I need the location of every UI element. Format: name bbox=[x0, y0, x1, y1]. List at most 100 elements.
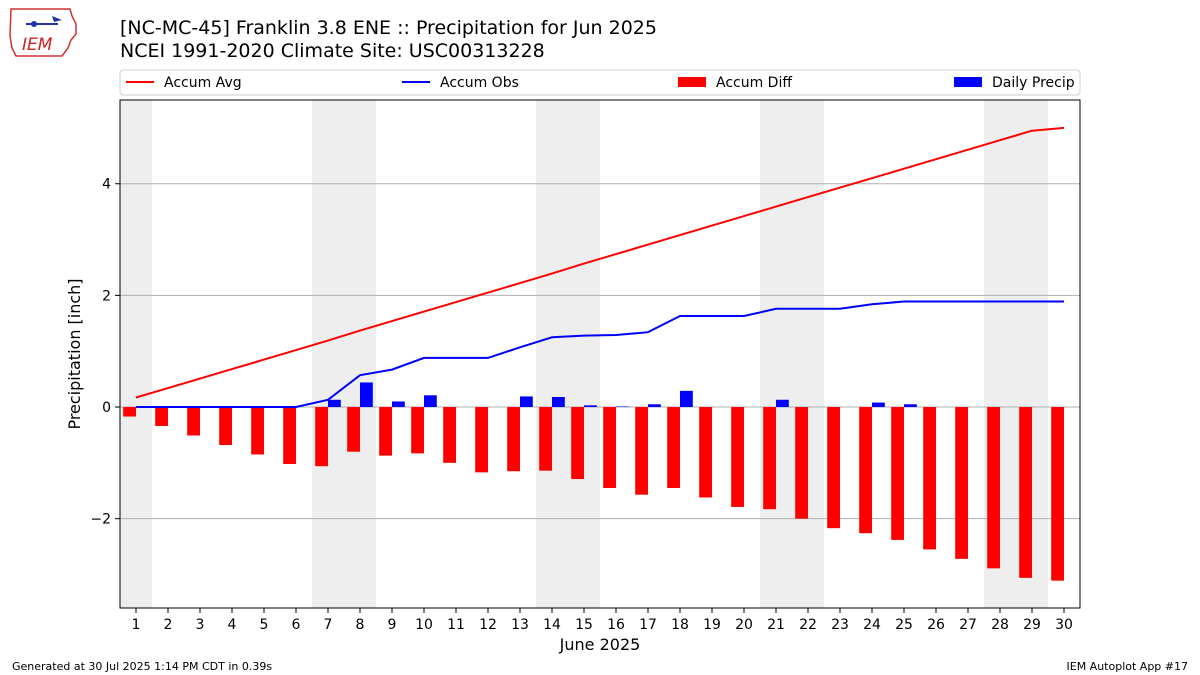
accum-diff-bar bbox=[699, 407, 712, 498]
daily-precip-bar bbox=[616, 406, 629, 408]
accum-diff-bar bbox=[955, 407, 968, 559]
accum-avg-line bbox=[135, 126, 1065, 399]
x-tick-label: 5 bbox=[260, 617, 269, 633]
x-tick-label: 17 bbox=[639, 617, 657, 633]
x-tick-label: 16 bbox=[607, 617, 625, 633]
x-tick-label: 20 bbox=[735, 617, 753, 633]
daily-precip-bar bbox=[552, 396, 565, 408]
x-axis-label: June 2025 bbox=[559, 635, 641, 654]
legend-label: Daily Precip bbox=[992, 75, 1075, 91]
daily-precip-bar bbox=[392, 401, 405, 408]
accum-diff-bar bbox=[603, 407, 616, 488]
x-tick-label: 13 bbox=[511, 617, 529, 633]
daily-precip-bar bbox=[872, 402, 885, 408]
daily-precip-bar bbox=[328, 399, 341, 408]
accum-diff-bar bbox=[987, 407, 1000, 569]
weekend-band-15 bbox=[568, 100, 600, 608]
weekend-band-14 bbox=[536, 100, 568, 608]
accum-diff-bar bbox=[443, 407, 456, 463]
accum-diff-bar bbox=[859, 407, 872, 534]
accum-diff-bar bbox=[315, 407, 328, 467]
y-axis-label: Precipitation [inch] bbox=[65, 278, 84, 429]
legend-label: Accum Diff bbox=[716, 75, 792, 91]
y-tick-label: 4 bbox=[102, 177, 111, 193]
weekend-band-22 bbox=[792, 100, 824, 608]
x-tick-label: 26 bbox=[927, 617, 945, 633]
x-tick-label: 18 bbox=[671, 617, 689, 633]
weekend-band-1 bbox=[120, 100, 152, 608]
accum-diff-bar bbox=[1019, 407, 1032, 578]
x-tick-label: 21 bbox=[767, 617, 785, 633]
y-tick-label: 0 bbox=[102, 400, 111, 416]
accum-diff-bar bbox=[155, 407, 168, 427]
accum-diff-bar bbox=[763, 407, 776, 510]
legend-label: Accum Obs bbox=[440, 75, 519, 91]
weekend-band-7 bbox=[312, 100, 344, 608]
x-tick-label: 30 bbox=[1055, 617, 1073, 633]
legend: Accum Avg Accum Obs Accum Diff Daily Precip bbox=[119, 69, 1081, 96]
daily-precip-bar bbox=[520, 396, 533, 408]
generated-timestamp: Generated at 30 Jul 2025 1:14 PM CDT in … bbox=[12, 660, 273, 673]
accum-diff-bar bbox=[347, 407, 360, 452]
daily-precip-bar bbox=[584, 405, 597, 408]
y-axis: −2 0 2 4 bbox=[90, 177, 120, 528]
accum-diff-bar bbox=[891, 407, 904, 540]
x-tick-label: 14 bbox=[543, 617, 561, 633]
daily-precip-bar bbox=[648, 404, 661, 408]
accum-diff-bar bbox=[635, 407, 648, 495]
app-credit: IEM Autoplot App #17 bbox=[1066, 660, 1189, 673]
accum-diff-bar bbox=[731, 407, 744, 507]
weekend-bands bbox=[120, 100, 1048, 608]
accum-diff-bar bbox=[571, 407, 584, 480]
x-tick-label: 1 bbox=[132, 617, 141, 633]
daily-precip-bar bbox=[776, 399, 789, 408]
x-tick-label: 25 bbox=[895, 617, 913, 633]
legend-swatch-2 bbox=[678, 77, 706, 87]
daily-precip-bar bbox=[680, 390, 693, 408]
x-tick-label: 6 bbox=[292, 617, 301, 633]
x-tick-label: 19 bbox=[703, 617, 721, 633]
accum-obs-line bbox=[136, 300, 1064, 408]
x-tick-label: 4 bbox=[228, 617, 237, 633]
y-tick-label: −2 bbox=[90, 512, 111, 528]
x-tick-label: 28 bbox=[991, 617, 1009, 633]
accum-diff-bar bbox=[379, 407, 392, 456]
chart-subtitle: NCEI 1991-2020 Climate Site: USC00313228 bbox=[120, 40, 545, 62]
y-tick-label: 2 bbox=[102, 288, 111, 304]
x-axis: 1 2 3 4 5 6 7 8 9 10 11 12 13 14 15 16 17 18 19 20 21 22 23 24 2… bbox=[132, 608, 1073, 633]
x-tick-label: 29 bbox=[1023, 617, 1041, 633]
x-tick-label: 11 bbox=[447, 617, 465, 633]
plot-frame bbox=[119, 99, 1081, 609]
bars-layer bbox=[123, 382, 1064, 581]
lines-layer bbox=[135, 126, 1065, 408]
x-tick-label: 24 bbox=[863, 617, 881, 633]
accum-diff-bar bbox=[411, 407, 424, 454]
accum-diff-bar bbox=[475, 407, 488, 473]
accum-diff-bar bbox=[795, 407, 808, 519]
x-tick-label: 2 bbox=[164, 617, 173, 633]
accum-diff-bar bbox=[539, 407, 552, 471]
daily-precip-bar bbox=[424, 395, 437, 408]
daily-precip-bar bbox=[904, 404, 917, 408]
accum-diff-bar bbox=[251, 407, 264, 455]
x-tick-label: 12 bbox=[479, 617, 497, 633]
accum-diff-bar bbox=[283, 407, 296, 464]
legend-swatch-3 bbox=[954, 77, 982, 87]
logo-text: IEM bbox=[22, 35, 53, 55]
iem-logo: IEM bbox=[9, 8, 77, 57]
x-tick-label: 15 bbox=[575, 617, 593, 633]
accum-diff-bar bbox=[1051, 407, 1064, 581]
legend-box bbox=[119, 69, 1081, 96]
accum-diff-bar bbox=[667, 407, 680, 488]
accum-diff-bar bbox=[507, 407, 520, 472]
weekend-band-21 bbox=[760, 100, 792, 608]
x-tick-label: 9 bbox=[388, 617, 397, 633]
weekend-band-8 bbox=[344, 100, 376, 608]
daily-precip-bar bbox=[360, 382, 373, 408]
x-tick-label: 7 bbox=[324, 617, 333, 633]
accum-diff-bar bbox=[923, 407, 936, 550]
accum-diff-bar bbox=[219, 407, 232, 445]
x-tick-label: 27 bbox=[959, 617, 977, 633]
legend-label: Accum Avg bbox=[164, 75, 242, 91]
